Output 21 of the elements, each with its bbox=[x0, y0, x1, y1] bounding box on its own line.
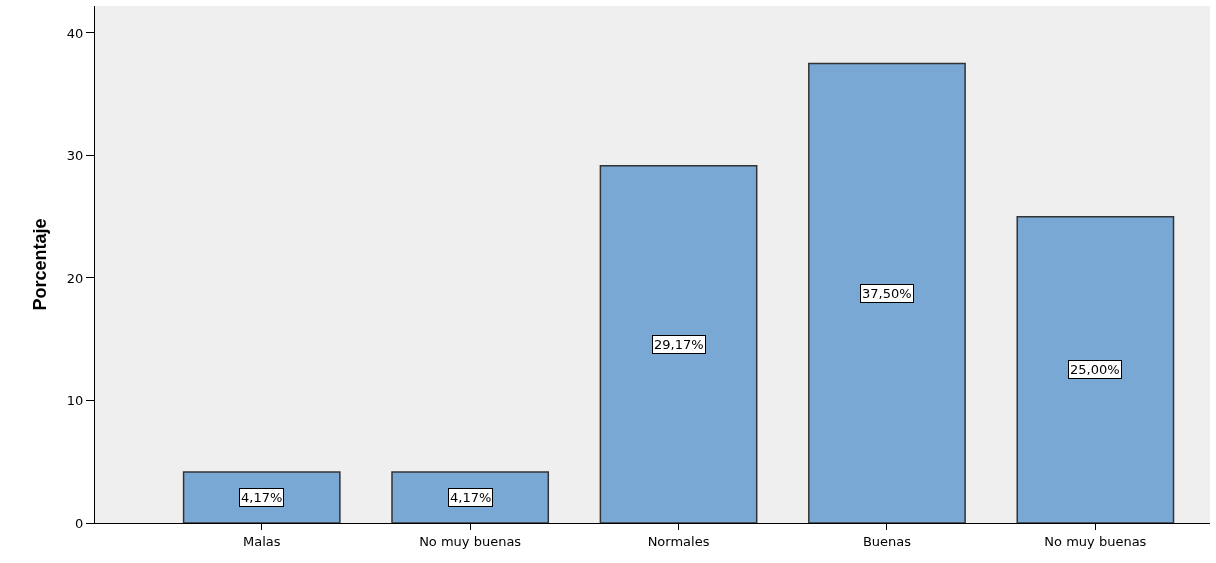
bar bbox=[808, 62, 966, 523]
y-tick-label: 10 bbox=[66, 393, 84, 409]
bar bbox=[182, 471, 341, 523]
bar bbox=[1016, 215, 1175, 523]
x-tick-label: No muy buenas bbox=[1044, 533, 1147, 549]
data-label: 29,17% bbox=[654, 337, 704, 352]
data-label: 25,00% bbox=[1070, 362, 1120, 377]
y-axis-title: Porcentaje bbox=[30, 218, 51, 311]
x-tick-label: Malas bbox=[242, 533, 281, 549]
y-tick-label: 30 bbox=[66, 148, 84, 164]
y-tick-label: 20 bbox=[66, 270, 84, 286]
bar bbox=[391, 471, 550, 523]
x-tick-label: Buenas bbox=[862, 533, 912, 549]
x-tick-label: No muy buenas bbox=[419, 533, 522, 549]
x-tick-label: Normales bbox=[647, 533, 710, 549]
bar bbox=[599, 164, 758, 523]
data-label: 4,17% bbox=[450, 490, 492, 505]
data-label: 37,50% bbox=[862, 286, 912, 301]
y-tick-label: 0 bbox=[75, 515, 84, 531]
y-tick-label: 40 bbox=[66, 25, 84, 41]
data-label: 4,17% bbox=[241, 490, 283, 505]
